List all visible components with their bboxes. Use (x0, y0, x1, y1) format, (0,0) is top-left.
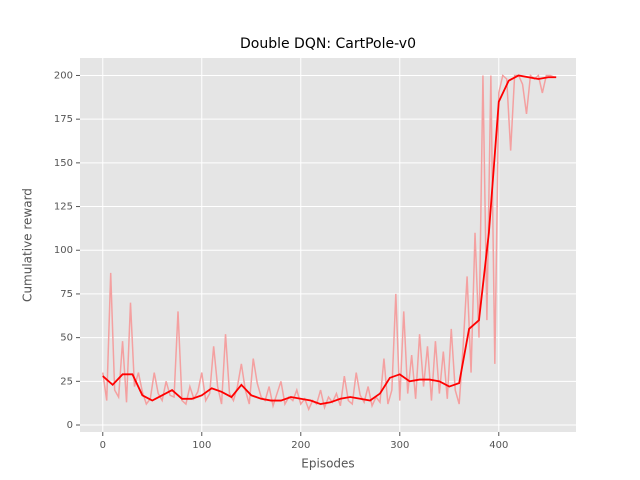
y-axis-label: Cumulative reward (21, 188, 35, 302)
x-tick-label: 200 (291, 440, 310, 451)
x-tick-label: 300 (390, 440, 409, 451)
chart-title: Double DQN: CartPole-v0 (240, 36, 416, 52)
y-tick-label: 25 (60, 376, 73, 387)
y-tick-label: 100 (54, 245, 73, 256)
y-tick-label: 200 (54, 70, 73, 81)
y-tick-label: 150 (54, 158, 73, 169)
y-tick-label: 0 (67, 420, 73, 431)
series-line (102, 73, 555, 412)
y-tick-label: 125 (54, 202, 73, 213)
y-tick-label: 50 (60, 333, 73, 344)
y-tick-label: 75 (60, 289, 73, 300)
y-tick-label: 175 (54, 114, 73, 125)
series-line (102, 74, 557, 405)
x-tick-label: 100 (192, 440, 211, 451)
x-tick-label: 400 (489, 440, 508, 451)
x-axis-label: Episodes (301, 457, 354, 471)
x-tick-label: 0 (100, 440, 106, 451)
